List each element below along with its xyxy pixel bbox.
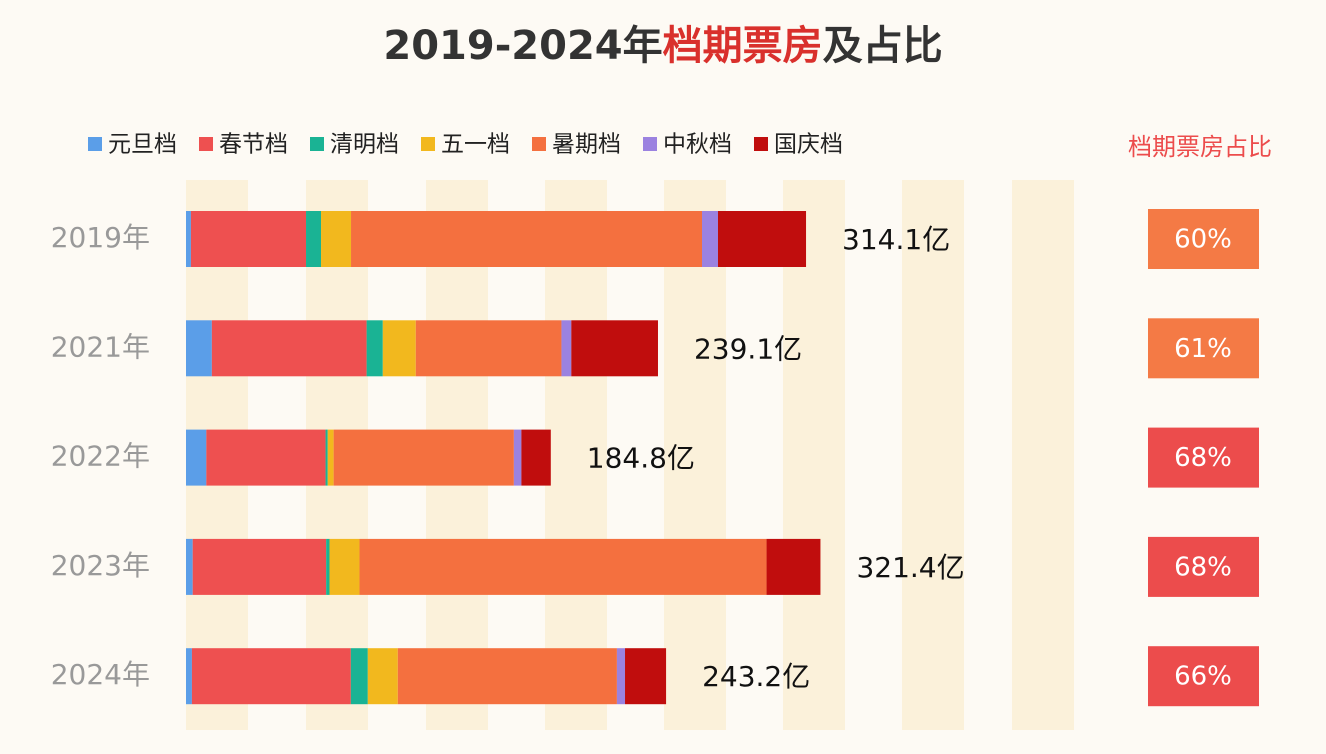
- bar-segment: [326, 538, 330, 595]
- background-stripes: [186, 180, 1074, 730]
- legend-swatch: [88, 137, 102, 151]
- legend-label: 五一档: [441, 132, 510, 158]
- share-label: 66%: [1174, 662, 1232, 692]
- total-label: 184.8亿: [587, 442, 695, 475]
- share-title: 档期票房占比: [1128, 133, 1272, 161]
- total-label: 314.1亿: [842, 223, 950, 256]
- bar-segment: [702, 211, 718, 267]
- share-box: [1148, 536, 1259, 597]
- bar-segment: [206, 429, 326, 486]
- bar-segment: [359, 538, 767, 595]
- title-part: 2019-2024年: [383, 23, 662, 69]
- bar-segment: [327, 429, 334, 486]
- legend-label: 清明档: [330, 132, 399, 158]
- legend-label: 国庆档: [774, 132, 843, 158]
- legend-swatch: [754, 137, 768, 151]
- stripe: [783, 180, 845, 730]
- chart-title: 2019-2024年档期票房及占比: [383, 23, 942, 69]
- bar-segment: [766, 538, 821, 595]
- bar-segment: [211, 320, 367, 377]
- y-tick-label: 2019年: [51, 221, 150, 254]
- y-tick-label: 2024年: [51, 658, 150, 691]
- bar-segment: [329, 538, 360, 595]
- share-box: [1148, 427, 1259, 488]
- bar-segment: [350, 648, 368, 705]
- y-tick-label: 2023年: [51, 549, 150, 582]
- legend-swatch: [310, 137, 324, 151]
- bar-segment: [306, 211, 322, 267]
- bar-segment: [571, 320, 658, 377]
- bar-segment: [186, 320, 212, 377]
- bar-segment: [513, 429, 522, 486]
- bar-segment: [616, 648, 626, 705]
- bar-segment: [186, 648, 192, 705]
- share-box: [1148, 209, 1259, 269]
- bar-segment: [366, 320, 383, 377]
- bar-segment: [186, 429, 207, 486]
- total-label: 321.4亿: [856, 551, 964, 584]
- bar-segment: [325, 429, 328, 486]
- share-label: 68%: [1174, 552, 1232, 582]
- bar-segment: [186, 538, 193, 595]
- bar-segment: [186, 211, 191, 267]
- legend-swatch: [199, 137, 213, 151]
- stripe: [1012, 180, 1074, 730]
- bar-segment: [191, 648, 351, 705]
- share-label: 60%: [1174, 225, 1232, 255]
- legend-label: 春节档: [219, 132, 288, 158]
- bar-segment: [190, 211, 307, 267]
- bar-segment: [192, 538, 327, 595]
- legend-swatch: [643, 137, 657, 151]
- legend-label: 暑期档: [552, 132, 621, 158]
- stripe: [664, 180, 726, 730]
- share-box: [1148, 318, 1259, 379]
- bar-segment: [561, 320, 572, 377]
- title-part: 及占比: [823, 23, 943, 69]
- bar-segment: [625, 648, 667, 705]
- title-part: 档期票房: [663, 23, 823, 69]
- bar-segment: [351, 211, 703, 267]
- y-tick-label: 2022年: [51, 440, 150, 473]
- legend-label: 中秋档: [663, 132, 732, 158]
- legend-label: 元旦档: [108, 132, 177, 158]
- bar-segment: [717, 211, 807, 267]
- bar-segment: [415, 320, 562, 377]
- share-box: [1148, 646, 1259, 707]
- total-label: 239.1亿: [694, 332, 802, 365]
- legend-swatch: [532, 137, 546, 151]
- bar-segment: [382, 320, 416, 377]
- bar-segment: [397, 648, 617, 705]
- stripe: [902, 180, 964, 730]
- share-label: 68%: [1174, 443, 1232, 473]
- legend-swatch: [421, 137, 435, 151]
- bar-segment: [333, 429, 514, 486]
- bar-segment: [521, 429, 551, 486]
- stripe: [545, 180, 607, 730]
- total-label: 243.2亿: [702, 660, 810, 693]
- bar-segment: [367, 648, 398, 705]
- y-tick-label: 2021年: [51, 330, 150, 363]
- share-label: 61%: [1174, 334, 1232, 364]
- bar-segment: [321, 211, 352, 267]
